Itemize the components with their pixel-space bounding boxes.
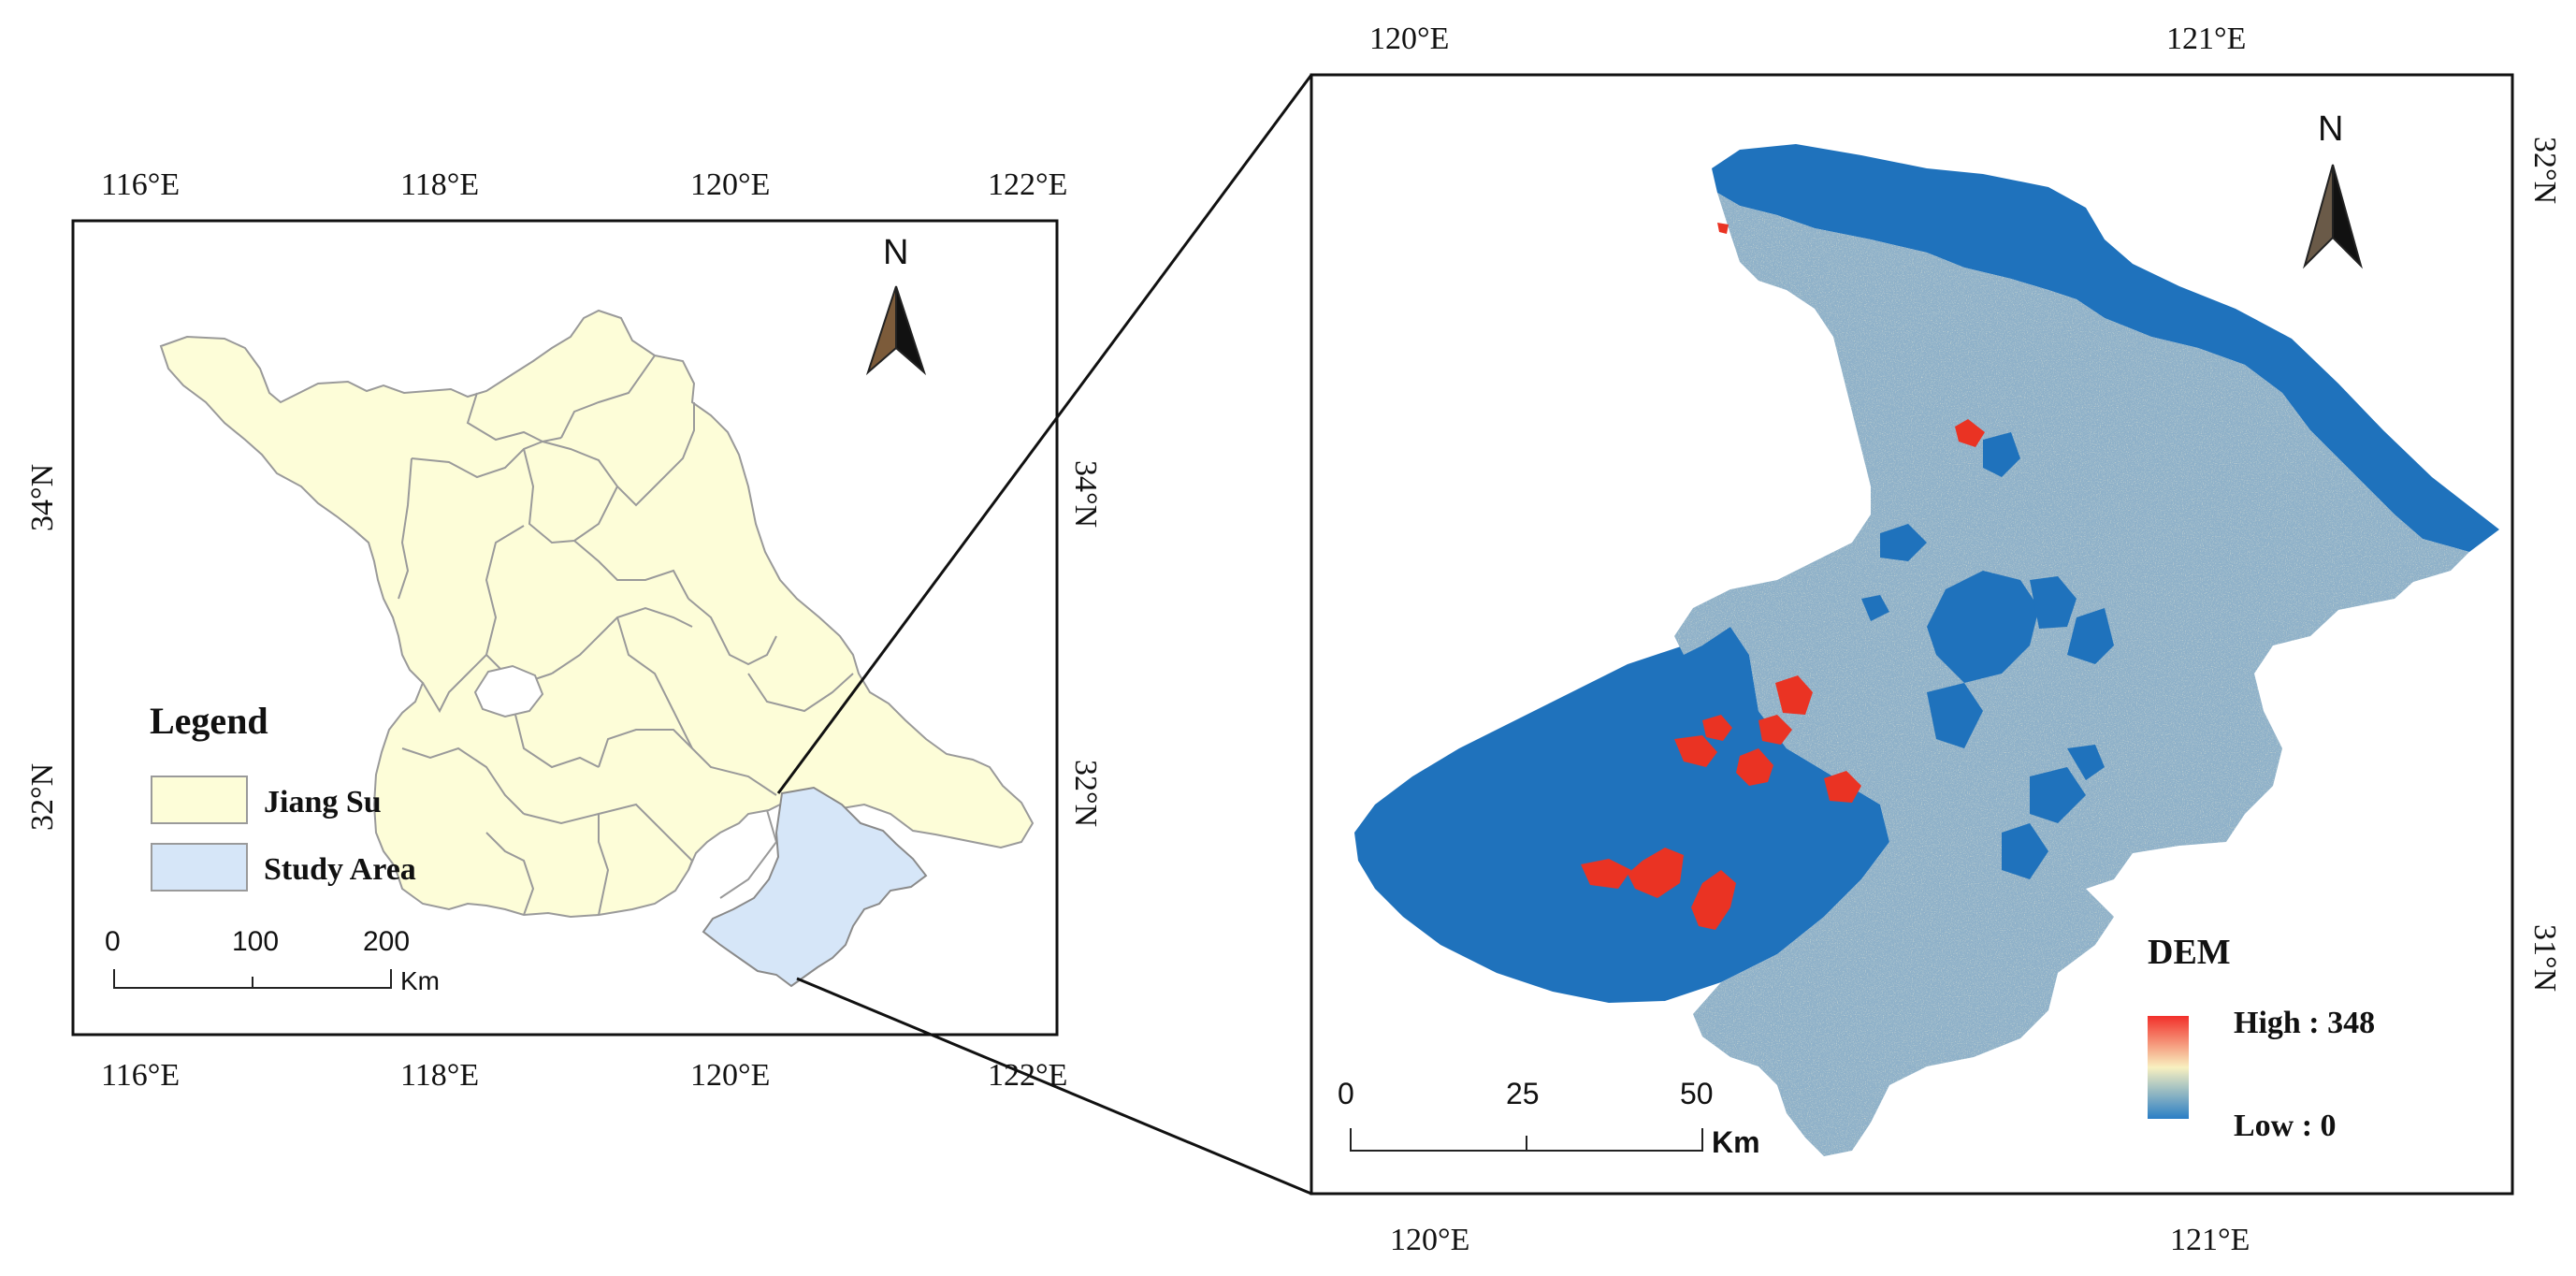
legend-title: Legend <box>150 700 268 742</box>
study-area-region <box>702 786 928 988</box>
study-area-map: 120°E 121°E 120°E 121°E 32°N 31°N <box>1310 22 2562 1257</box>
overview-legend: Legend Jiang Su Study Area <box>150 700 416 892</box>
dem-legend-high: High : 348 <box>2234 1006 2375 1040</box>
study-scale-tick: 0 <box>1338 1077 1354 1110</box>
legend-swatch-study-area <box>151 843 248 892</box>
scale-tick-label: 200 <box>363 926 410 957</box>
inland-waters <box>1861 432 2114 879</box>
overview-right-tick: 34°N <box>1068 460 1103 528</box>
legend-swatch-jiangsu <box>151 776 248 824</box>
scale-unit: Km <box>400 966 440 995</box>
study-top-tick: 120°E <box>1369 22 1449 56</box>
dem-legend-low: Low : 0 <box>2234 1109 2337 1143</box>
study-scale-unit: Km <box>1712 1125 1760 1159</box>
overview-map: 116°E 118°E 120°E 122°E 116°E 118°E 120°… <box>25 167 1103 1093</box>
dem-color-ramp <box>2148 1016 2189 1119</box>
jiangsu-outline <box>159 309 1035 919</box>
overview-right-tick: 32°N <box>1068 760 1103 827</box>
study-scale-tick: 25 <box>1506 1077 1540 1110</box>
overview-left-tick: 34°N <box>25 464 60 531</box>
study-bottom-tick: 120°E <box>1390 1223 1469 1257</box>
overview-bottom-tick: 120°E <box>690 1058 770 1093</box>
study-area-map-frame <box>1310 73 2514 1196</box>
overview-top-tick: 118°E <box>400 167 479 202</box>
dem-raster <box>1354 144 2499 1156</box>
high-elevation-patches <box>1581 223 1985 930</box>
connector-line-top <box>776 74 1313 794</box>
scale-tick-label: 0 <box>105 926 121 957</box>
dem-legend-title: DEM <box>2148 933 2231 972</box>
overview-bottom-tick: 116°E <box>101 1058 180 1093</box>
overview-scale-bar: 0 100 200 Km <box>105 926 440 995</box>
overview-top-tick: 116°E <box>101 167 180 202</box>
overview-top-tick: 120°E <box>690 167 770 202</box>
legend-label-study-area: Study Area <box>264 852 416 887</box>
overview-left-tick: 32°N <box>25 763 60 831</box>
dem-legend: DEM High : 348 Low : 0 <box>2148 933 2375 1143</box>
study-north-label: N <box>2318 109 2343 149</box>
study-bottom-tick: 121°E <box>2170 1223 2250 1257</box>
overview-top-tick: 122°E <box>988 167 1067 202</box>
scale-tick-label: 100 <box>232 926 279 957</box>
connector-line-bottom <box>796 977 1312 1196</box>
jiangsu-province <box>159 309 1035 919</box>
study-right-tick: 31°N <box>2527 924 2562 992</box>
study-top-tick: 121°E <box>2166 22 2246 56</box>
hongze-lake <box>473 664 544 718</box>
study-right-tick: 32°N <box>2527 137 2562 204</box>
yangtze-river <box>1712 144 2499 552</box>
taihu-lake <box>1354 627 1889 1003</box>
study-scale-bar: 0 25 50 Km <box>1338 1077 1760 1159</box>
overview-map-frame <box>71 219 1059 1037</box>
overview-north-arrow: N <box>865 233 927 376</box>
study-north-arrow: N <box>2303 109 2363 269</box>
study-scale-tick: 50 <box>1680 1077 1714 1110</box>
overview-bottom-tick: 118°E <box>400 1058 479 1093</box>
legend-label-jiangsu: Jiang Su <box>264 785 382 819</box>
overview-north-label: N <box>883 233 908 272</box>
